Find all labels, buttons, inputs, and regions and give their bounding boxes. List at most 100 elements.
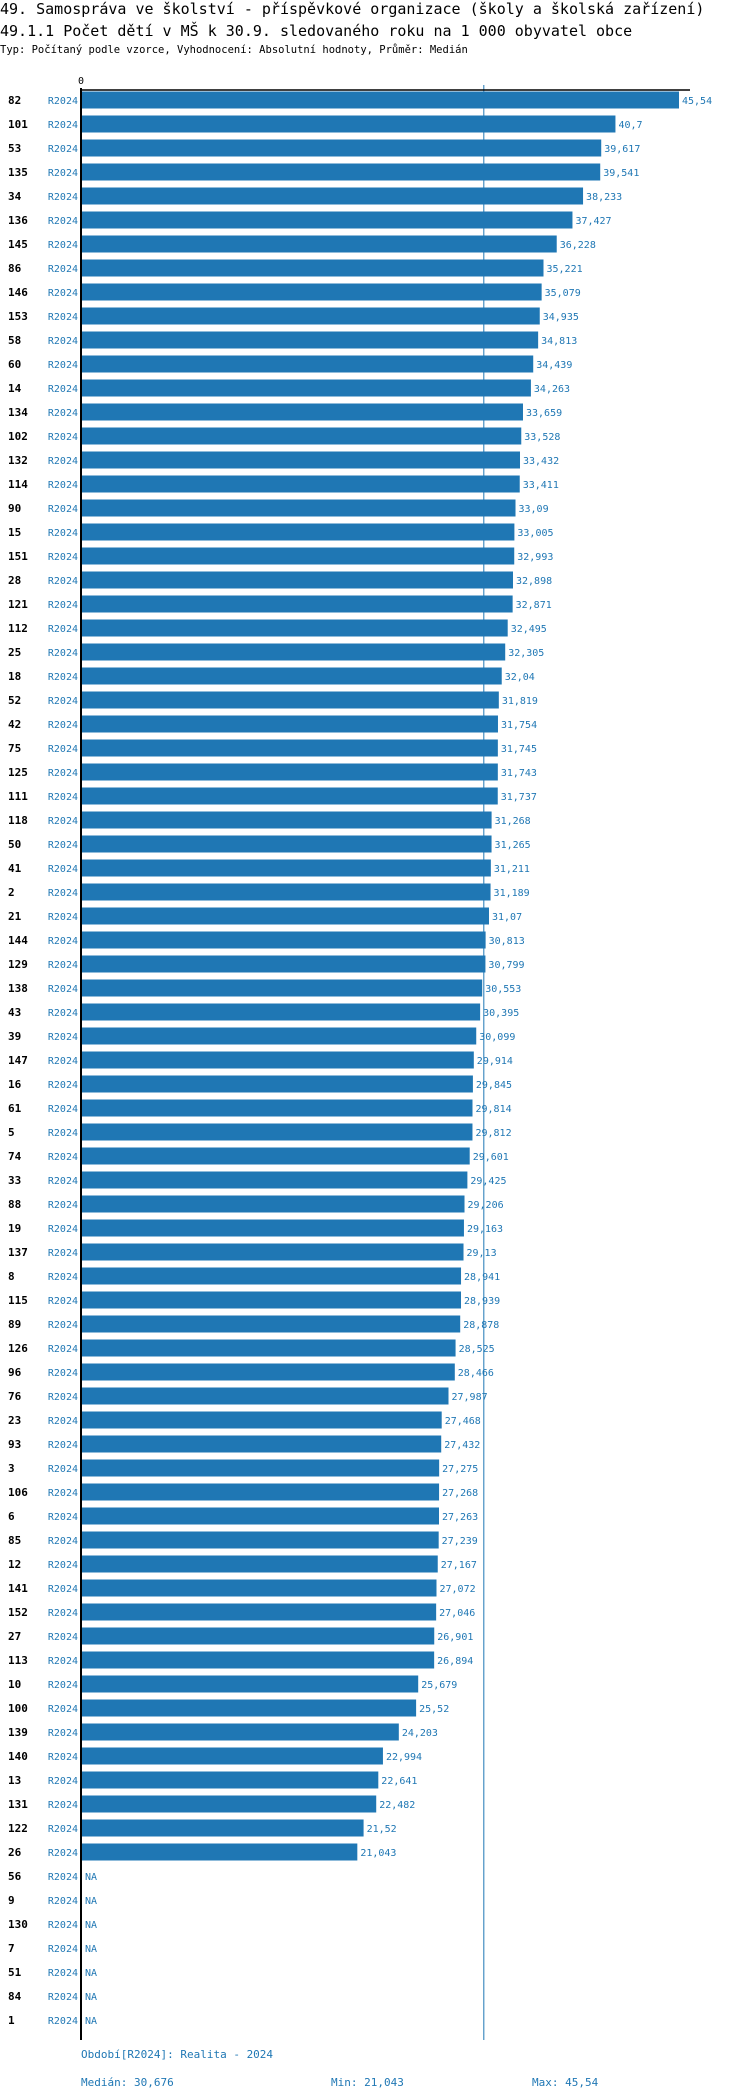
period-label: R2024 <box>48 1848 78 1859</box>
bar <box>81 523 515 541</box>
bar <box>81 811 492 829</box>
x-tick-label: 0 <box>78 76 84 87</box>
min-stat: Min: 21,043 <box>331 2076 404 2089</box>
category-label: 50 <box>8 838 21 851</box>
value-label: 33,09 <box>519 504 549 515</box>
value-label: 31,211 <box>494 864 530 875</box>
bar <box>81 1507 439 1525</box>
bar <box>81 403 523 421</box>
value-label: 33,528 <box>524 432 560 443</box>
category-label: 84 <box>8 1990 22 2003</box>
category-label: 102 <box>8 430 28 443</box>
period-label: R2024 <box>48 1704 78 1715</box>
period-label: R2024 <box>48 1776 78 1787</box>
value-label: 22,482 <box>379 1800 415 1811</box>
value-label: 39,541 <box>603 168 639 179</box>
bar <box>81 283 542 301</box>
period-label: R2024 <box>48 1368 78 1379</box>
value-label: 27,987 <box>452 1392 488 1403</box>
category-label: 113 <box>8 1654 28 1667</box>
period-label: R2024 <box>48 816 78 827</box>
bar <box>81 787 498 805</box>
value-label: 30,813 <box>489 936 525 947</box>
value-label: 29,914 <box>477 1056 513 1067</box>
bar <box>81 1675 419 1693</box>
period-label: R2024 <box>48 1968 78 1979</box>
bar <box>81 1387 449 1405</box>
period-label: R2024 <box>48 1680 78 1691</box>
value-label: 30,099 <box>479 1032 515 1043</box>
category-label: 151 <box>8 550 28 563</box>
category-label: 13 <box>8 1774 21 1787</box>
category-label: 106 <box>8 1486 28 1499</box>
category-label: 3 <box>8 1462 15 1475</box>
category-label: 96 <box>8 1366 22 1379</box>
period-label: R2024 <box>48 1800 78 1811</box>
bar <box>81 1603 437 1621</box>
category-label: 75 <box>8 742 21 755</box>
value-label: 29,206 <box>468 1200 504 1211</box>
period-label: R2024 <box>48 1248 78 1259</box>
bar <box>81 1123 473 1141</box>
value-label: 27,432 <box>444 1440 480 1451</box>
category-label: 141 <box>8 1582 28 1595</box>
value-label: 28,525 <box>459 1344 495 1355</box>
value-label: 34,813 <box>541 336 577 347</box>
value-label: 26,901 <box>437 1632 473 1643</box>
value-label: NA <box>85 1944 97 1955</box>
category-label: 27 <box>8 1630 21 1643</box>
category-label: 88 <box>8 1198 21 1211</box>
value-label: 38,233 <box>586 192 622 203</box>
value-label: 27,167 <box>441 1560 477 1571</box>
bar <box>81 643 506 661</box>
category-label: 61 <box>8 1102 22 1115</box>
value-label: 29,163 <box>467 1224 503 1235</box>
bar <box>81 235 557 253</box>
bar <box>81 475 520 493</box>
period-label: R2024 <box>48 1560 78 1571</box>
period-label: R2024 <box>48 144 78 155</box>
value-label: 26,894 <box>437 1656 473 1667</box>
category-label: 136 <box>8 214 28 227</box>
bar <box>81 379 531 397</box>
value-label: 28,878 <box>463 1320 499 1331</box>
category-label: 100 <box>8 1702 28 1715</box>
category-label: 126 <box>8 1342 28 1355</box>
bar <box>81 571 513 589</box>
bar <box>81 451 521 469</box>
period-label: R2024 <box>48 192 78 203</box>
value-label: 28,939 <box>464 1296 500 1307</box>
period-label: R2024 <box>48 528 78 539</box>
category-label: 41 <box>8 862 22 875</box>
period-label: R2024 <box>48 120 78 131</box>
category-label: 85 <box>8 1534 21 1547</box>
bar <box>81 1651 435 1669</box>
bar <box>81 715 498 733</box>
category-label: 34 <box>8 190 22 203</box>
period-label: R2024 <box>48 1440 78 1451</box>
value-label: 31,268 <box>495 816 531 827</box>
period-label: R2024 <box>48 912 78 923</box>
category-label: 153 <box>8 310 28 323</box>
period-label: R2024 <box>48 312 78 323</box>
period-label: R2024 <box>48 576 78 587</box>
category-label: 26 <box>8 1846 22 1859</box>
bar <box>81 1219 464 1237</box>
bar <box>81 1267 462 1285</box>
value-label: NA <box>85 1920 97 1931</box>
value-label: 27,268 <box>442 1488 478 1499</box>
value-label: 34,935 <box>543 312 579 323</box>
period-label: R2024 <box>48 408 78 419</box>
category-label: 15 <box>8 526 21 539</box>
bar <box>81 1075 473 1093</box>
chart-meta: Typ: Počítaný podle vzorce, Vyhodnocení:… <box>0 44 468 56</box>
value-label: 32,898 <box>516 576 552 587</box>
value-label: 32,993 <box>517 552 553 563</box>
period-label: R2024 <box>48 1656 78 1667</box>
bar <box>81 1027 477 1045</box>
bar <box>81 1483 440 1501</box>
period-label: R2024 <box>48 1320 78 1331</box>
period-label: R2024 <box>48 984 78 995</box>
bar <box>81 115 616 133</box>
value-label: 25,679 <box>421 1680 457 1691</box>
